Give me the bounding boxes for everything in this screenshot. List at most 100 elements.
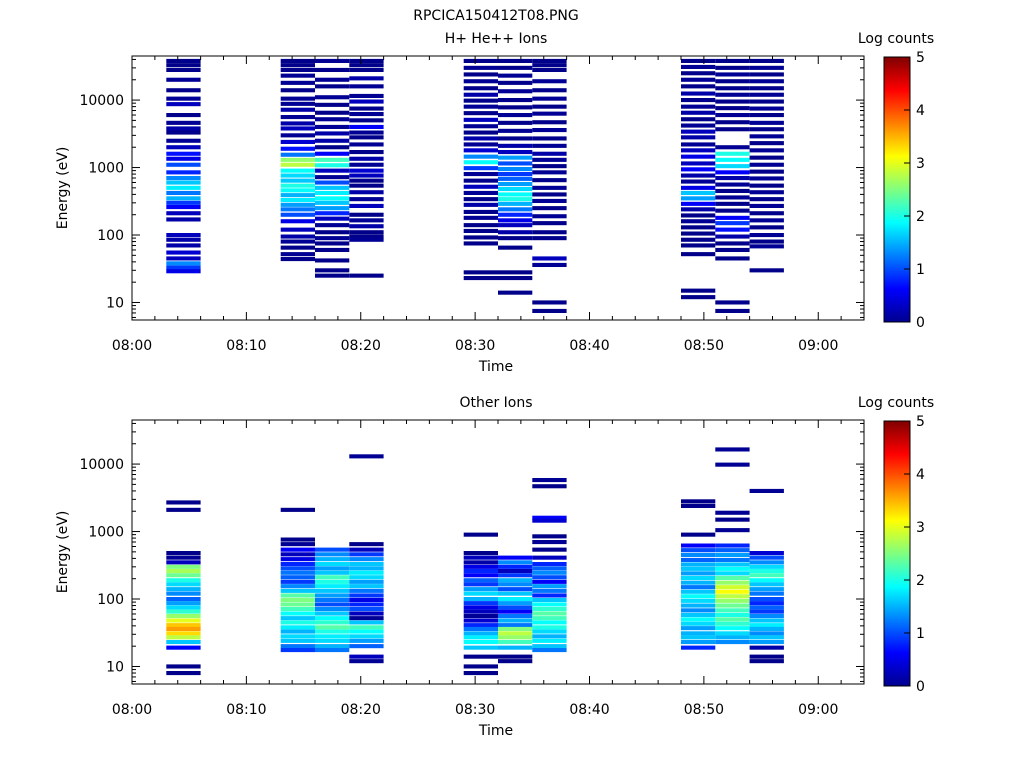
heatmap-cell (166, 635, 201, 640)
heatmap-cell (463, 111, 498, 116)
heatmap-cell (280, 638, 315, 643)
heatmap-cell (681, 612, 716, 617)
heatmap-cell (463, 172, 498, 177)
heatmap-cell (681, 503, 716, 508)
heatmap-cell (463, 241, 498, 246)
heatmap-cell (715, 552, 750, 557)
heatmap-cell (532, 534, 567, 539)
heatmap-cell (532, 518, 567, 523)
heatmap-cell (166, 640, 201, 645)
heatmap-cell (166, 200, 201, 205)
heatmap-cell (532, 128, 567, 133)
heatmap-cell (463, 104, 498, 109)
heatmap-cell (349, 63, 384, 68)
heatmap-cell (715, 127, 750, 132)
heatmap-cell (280, 552, 315, 557)
heatmap-cell (280, 219, 315, 224)
heatmap-cell (532, 644, 567, 649)
heatmap-cell (498, 605, 533, 610)
x-tick-label: 08:40 (569, 702, 609, 718)
heatmap-cell (349, 178, 384, 183)
heatmap-cell (681, 621, 716, 626)
heatmap-cell (749, 569, 784, 574)
heatmap-cell (349, 130, 384, 135)
heatmap-cell (681, 207, 716, 212)
heatmap-cell (315, 566, 350, 571)
heatmap-cell (498, 614, 533, 619)
heatmap-cell (166, 250, 201, 255)
heatmap-cell (715, 72, 750, 77)
heatmap-cell (166, 96, 201, 101)
x-tick-label: 08:30 (455, 702, 495, 718)
heatmap-cell (166, 269, 201, 274)
heatmap-cell (681, 617, 716, 622)
heatmap-cell (349, 93, 384, 98)
heatmap-cell (715, 580, 750, 585)
heatmap-cell (349, 542, 384, 547)
heatmap-cell (749, 587, 784, 592)
heatmap-cell (532, 308, 567, 313)
heatmap-cell (463, 58, 498, 63)
heatmap-cell (315, 570, 350, 575)
heatmap-cell (280, 115, 315, 120)
heatmap-cell (532, 478, 567, 483)
heatmap-cell (749, 65, 784, 70)
heatmap-cell (681, 91, 716, 96)
heatmap-cell (532, 143, 567, 148)
heatmap-cell (315, 557, 350, 562)
heatmap-cell (463, 202, 498, 207)
heatmap-cell (166, 626, 201, 631)
heatmap-cell (166, 233, 201, 238)
heatmap-cell (749, 631, 784, 636)
heatmap-cell (532, 88, 567, 93)
heatmap-cell (463, 631, 498, 636)
heatmap-cell (749, 551, 784, 556)
y-tick-label: 10000 (79, 93, 124, 109)
heatmap-cell (715, 640, 750, 645)
heatmap-cell (498, 654, 533, 659)
heatmap-cell (280, 80, 315, 85)
heatmap-cell (715, 151, 750, 156)
heatmap-cell (166, 578, 201, 583)
heatmap-cell (749, 92, 784, 97)
heatmap-cell (498, 187, 533, 192)
heatmap-cell (715, 58, 750, 63)
heatmap-cell (463, 235, 498, 240)
heatmap-cell (463, 601, 498, 606)
heatmap-cell (532, 214, 567, 219)
heatmap-cell (349, 58, 384, 63)
heatmap-cell (166, 217, 201, 222)
heatmap-cell (532, 236, 567, 241)
heatmap-cell (280, 547, 315, 552)
heatmap-cell (315, 58, 350, 63)
heatmap-cell (463, 79, 498, 84)
heatmap-cell (349, 237, 384, 242)
heatmap-cell (749, 564, 784, 569)
heatmap-cell (498, 212, 533, 217)
heatmap-cell (681, 589, 716, 594)
heatmap-cell (749, 618, 784, 623)
heatmap-cell (532, 648, 567, 653)
heatmap-cell (498, 623, 533, 628)
y-tick-label: 10 (106, 295, 124, 311)
heatmap-cell (280, 611, 315, 616)
heatmap-cell (749, 488, 784, 493)
heatmap-cell (681, 58, 716, 63)
heatmap-cell (349, 218, 384, 223)
heatmap-cell (349, 230, 384, 235)
heatmap-cell (280, 193, 315, 198)
heatmap-cell (532, 584, 567, 589)
heatmap-cell (315, 67, 350, 72)
colorbar-label: Log counts (858, 31, 934, 47)
heatmap-cell (349, 190, 384, 195)
heatmap-cell (498, 631, 533, 636)
heatmap-cell (315, 593, 350, 598)
heatmap-cell (715, 517, 750, 522)
heatmap-cell (315, 611, 350, 616)
heatmap-cell (349, 197, 384, 202)
heatmap-cell (715, 626, 750, 631)
heatmap-cell (749, 155, 784, 160)
heatmap-cell (315, 145, 350, 150)
heatmap-cell (349, 654, 384, 659)
heatmap-cell (349, 124, 384, 129)
